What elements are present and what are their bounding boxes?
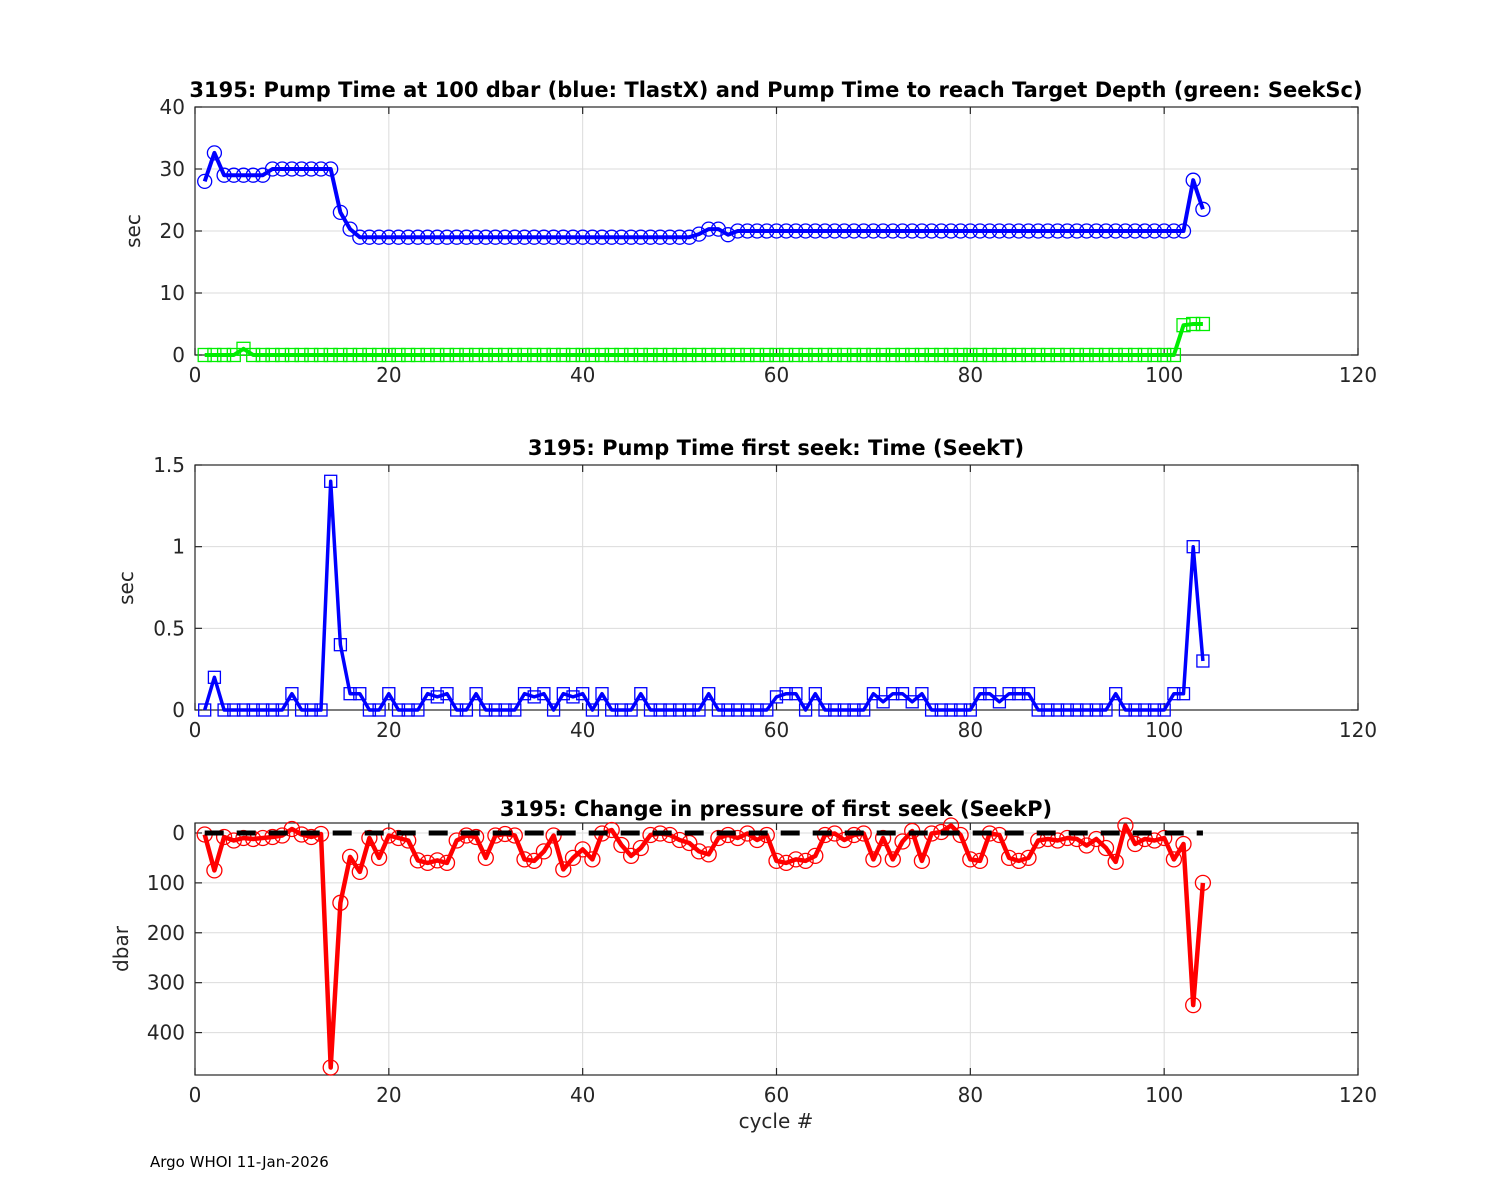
svg-text:0: 0 — [172, 698, 185, 722]
svg-text:100: 100 — [147, 871, 185, 895]
plot1-ylabel: sec — [121, 214, 145, 248]
svg-text:40: 40 — [160, 95, 185, 119]
figure-footer: Argo WHOI 11-Jan-2026 — [150, 1153, 329, 1171]
plot3-ylabel: dbar — [109, 925, 133, 972]
svg-text:40: 40 — [570, 363, 595, 387]
svg-text:120: 120 — [1339, 718, 1377, 742]
svg-text:10: 10 — [160, 281, 185, 305]
x-axis-label: cycle # — [739, 1109, 814, 1133]
svg-text:80: 80 — [958, 363, 983, 387]
svg-text:200: 200 — [147, 921, 185, 945]
svg-text:300: 300 — [147, 971, 185, 995]
svg-text:0: 0 — [189, 1083, 202, 1107]
plot1-title: 3195: Pump Time at 100 dbar (blue: Tlast… — [189, 78, 1362, 102]
svg-text:1: 1 — [172, 535, 185, 559]
svg-text:60: 60 — [764, 363, 789, 387]
svg-text:0: 0 — [172, 343, 185, 367]
svg-text:0: 0 — [172, 821, 185, 845]
svg-text:0: 0 — [189, 363, 202, 387]
svg-text:80: 80 — [958, 1083, 983, 1107]
svg-text:20: 20 — [376, 718, 401, 742]
svg-text:0.5: 0.5 — [153, 616, 185, 640]
plot3-title: 3195: Change in pressure of first seek (… — [500, 797, 1052, 821]
plot2-title: 3195: Pump Time first seek: Time (SeekT) — [528, 436, 1024, 460]
plot2-axes: 0 20 40 60 80 100 120 0 0.5 1 1.5 — [153, 453, 1377, 742]
svg-text:100: 100 — [1145, 718, 1183, 742]
svg-text:60: 60 — [764, 1083, 789, 1107]
svg-text:20: 20 — [376, 1083, 401, 1107]
svg-text:60: 60 — [764, 718, 789, 742]
svg-text:0: 0 — [189, 718, 202, 742]
svg-text:120: 120 — [1339, 1083, 1377, 1107]
svg-text:400: 400 — [147, 1021, 185, 1045]
svg-text:120: 120 — [1339, 363, 1377, 387]
svg-text:100: 100 — [1145, 1083, 1183, 1107]
plot1-axes: 0 20 40 60 80 100 120 0 10 20 30 40 — [160, 95, 1378, 387]
svg-text:20: 20 — [160, 219, 185, 243]
plot3-axes: 0 20 40 60 80 100 120 0 100 200 300 400 — [147, 817, 1377, 1107]
svg-text:80: 80 — [958, 718, 983, 742]
svg-text:1.5: 1.5 — [153, 453, 185, 477]
svg-text:40: 40 — [570, 1083, 595, 1107]
plot2-ylabel: sec — [114, 571, 138, 605]
svg-text:20: 20 — [376, 363, 401, 387]
svg-text:100: 100 — [1145, 363, 1183, 387]
svg-text:40: 40 — [570, 718, 595, 742]
svg-text:30: 30 — [160, 157, 185, 181]
